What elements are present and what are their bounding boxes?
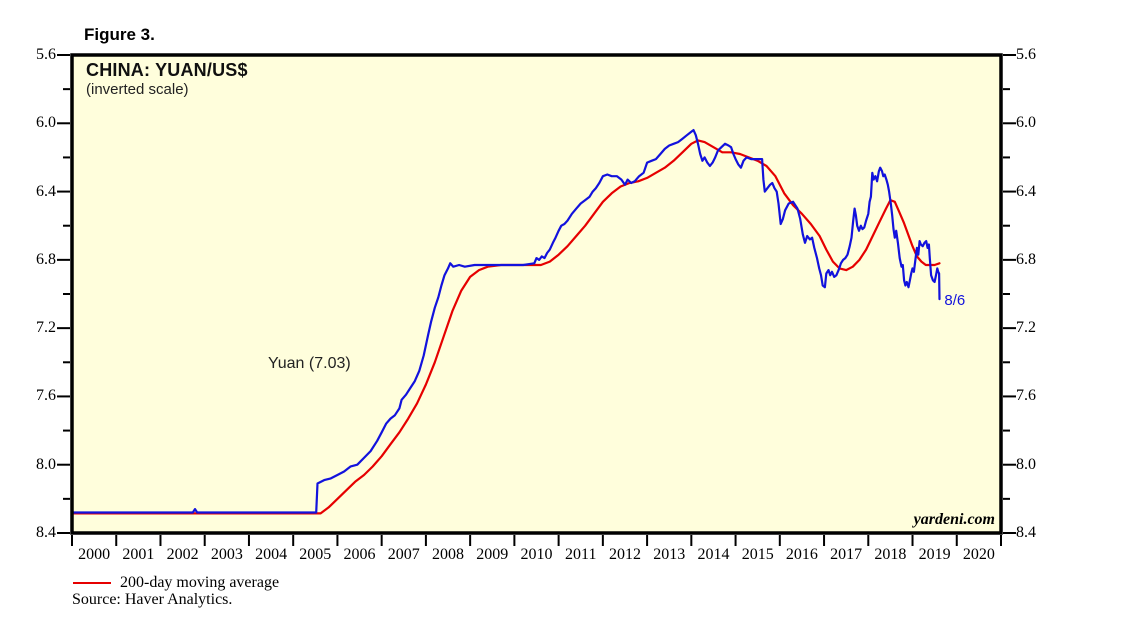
y-axis-label-right: 6.0 — [1016, 114, 1036, 132]
y-axis-label-left: 6.4 — [36, 182, 56, 200]
x-axis-label: 2008 — [432, 546, 465, 563]
x-axis-label: 2010 — [520, 546, 553, 563]
x-axis-label: 2007 — [387, 546, 420, 563]
x-axis-label: 2020 — [962, 546, 995, 563]
x-axis-label: 2014 — [697, 546, 730, 563]
y-axis-label-left: 8.0 — [36, 455, 56, 473]
x-axis-label: 2018 — [874, 546, 907, 563]
last-date-annotation: 8/6 — [944, 292, 966, 310]
legend-label: 200-day moving average — [120, 574, 280, 591]
watermark-yardeni: yardeni.com — [913, 511, 995, 528]
chart-subtitle: (inverted scale) — [86, 81, 189, 98]
source-note: Source: Haver Analytics. — [72, 591, 233, 608]
x-axis-label: 2011 — [565, 546, 597, 563]
y-axis-label-left: 7.2 — [36, 319, 56, 337]
x-axis-label: 2002 — [166, 546, 199, 563]
y-axis-label-right: 5.6 — [1016, 46, 1036, 63]
y-axis-label-left: 6.0 — [36, 114, 56, 132]
chart-title: CHINA: YUAN/US$ — [86, 60, 248, 80]
y-axis-label-left: 6.8 — [36, 250, 56, 268]
x-axis-label: 2016 — [785, 546, 818, 563]
figure-label: Figure 3. — [84, 25, 155, 44]
y-axis-label-left: 5.6 — [36, 46, 56, 63]
y-axis-label-left: 8.4 — [36, 524, 56, 541]
plot-area — [72, 55, 1001, 533]
x-axis-label: 2005 — [299, 546, 332, 563]
series-label-yuan: Yuan (7.03) — [267, 355, 351, 373]
series-line-200-day-moving-average — [70, 139, 941, 515]
series-line-yuan — [70, 129, 941, 514]
y-axis-label-right: 6.4 — [1016, 182, 1036, 200]
y-axis-label-left: 7.6 — [36, 387, 56, 405]
legend-line-swatch — [73, 582, 111, 584]
y-axis-label-right: 8.4 — [1016, 524, 1036, 541]
y-axis-label-right: 6.8 — [1016, 250, 1036, 268]
y-axis-label-right: 7.2 — [1016, 319, 1036, 337]
x-axis-label: 2001 — [122, 546, 155, 563]
plot-frame — [70, 53, 1003, 535]
x-axis-label: 2009 — [476, 546, 509, 563]
x-axis-label: 2000 — [78, 546, 111, 563]
legend: 200-day moving average — [73, 574, 279, 592]
x-axis-label: 2017 — [830, 546, 863, 563]
x-axis-label: 2015 — [741, 546, 774, 563]
x-axis-label: 2003 — [210, 546, 243, 563]
x-axis-label: 2006 — [343, 546, 376, 563]
y-axis-label-right: 7.6 — [1016, 387, 1036, 405]
x-axis-label: 2019 — [918, 546, 951, 563]
y-axis-label-right: 8.0 — [1016, 455, 1036, 473]
x-axis-label: 2012 — [608, 546, 641, 563]
x-axis-label: 2004 — [255, 546, 288, 563]
x-axis-label: 2013 — [653, 546, 686, 563]
